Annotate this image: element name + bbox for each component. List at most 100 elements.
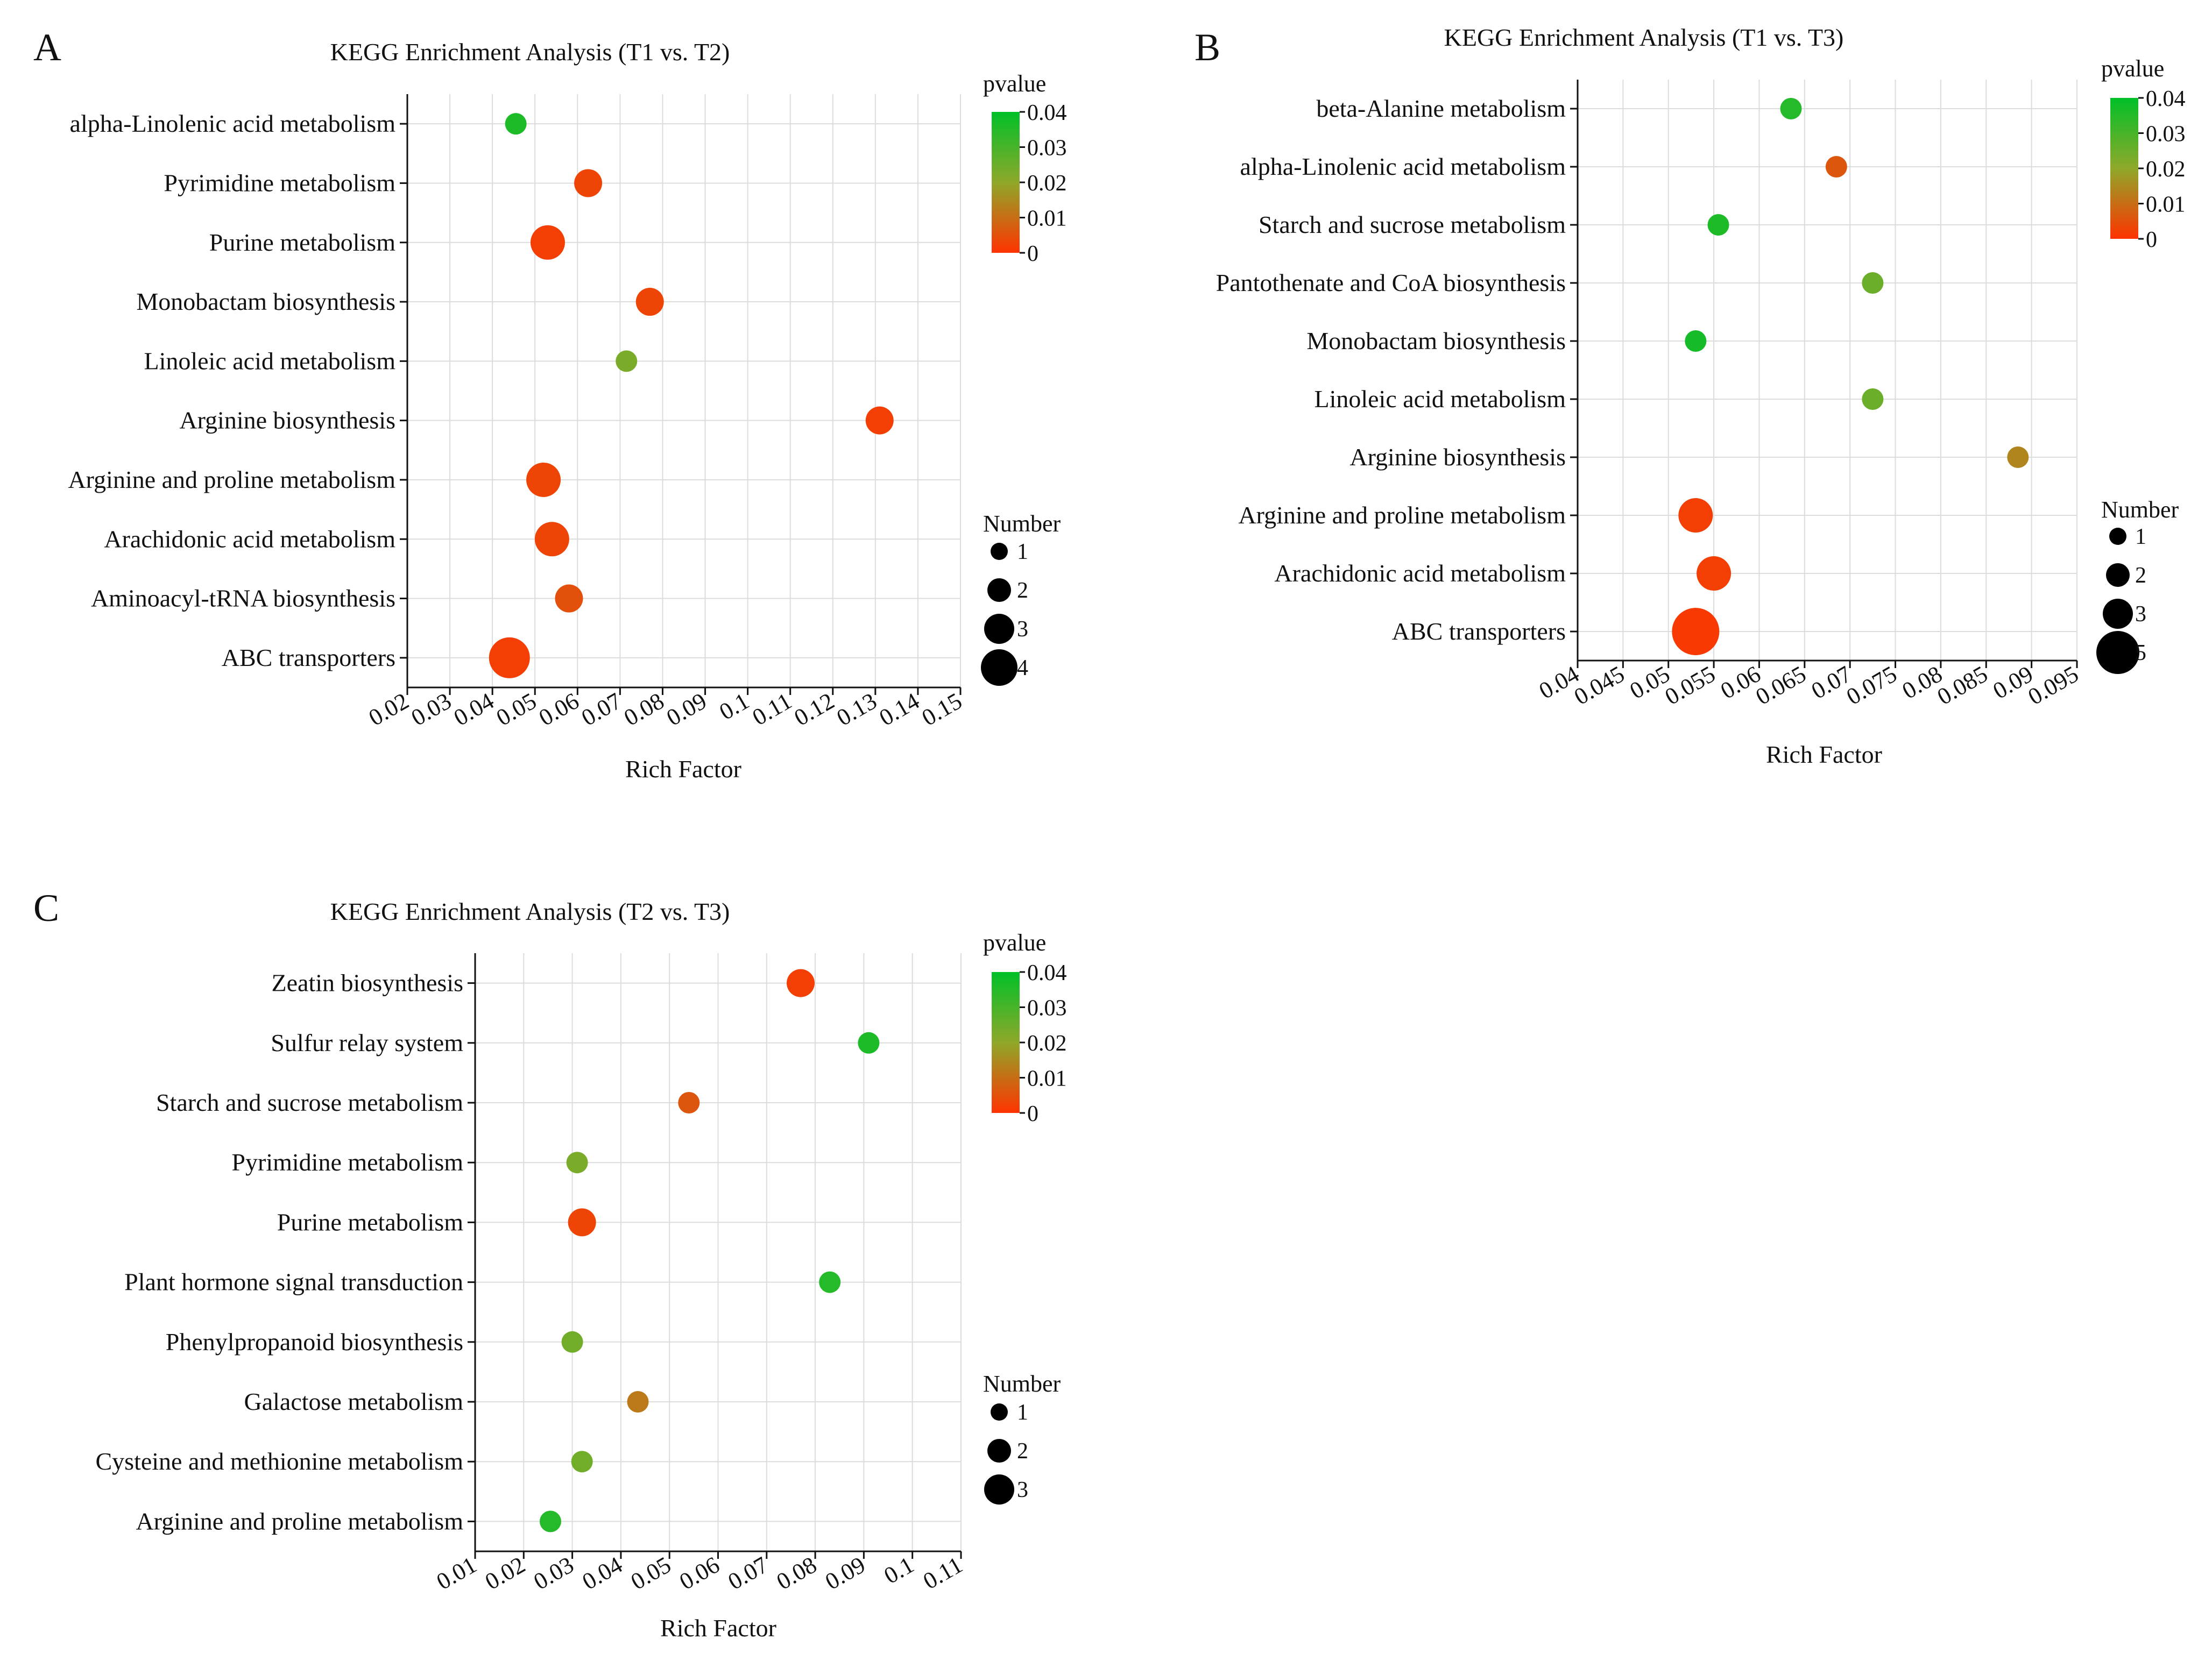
number-legend-label: 4	[1017, 656, 1028, 680]
x-tick-label: 0.045	[1570, 661, 1629, 710]
panel-letter: C	[33, 886, 59, 930]
data-point	[858, 1032, 880, 1054]
data-point	[1825, 156, 1847, 178]
color-bar-label: 0.03	[1027, 996, 1067, 1021]
chart-title: KEGG Enrichment Analysis (T1 vs. T3)	[1444, 24, 1844, 51]
category-label: Cysteine and methionine metabolism	[96, 1448, 464, 1475]
pvalue-color-bar	[992, 972, 1020, 1113]
data-point	[2007, 446, 2029, 468]
x-tick-label: 0.09	[662, 687, 711, 731]
data-point	[566, 1152, 588, 1174]
number-legend-title: Number	[2101, 496, 2179, 523]
category-label: Sulfur relay system	[271, 1029, 463, 1056]
x-axis-title: Rich Factor	[1766, 741, 1882, 768]
data-point	[819, 1271, 841, 1293]
number-legend-circle	[981, 649, 1017, 686]
number-legend-label: 2	[1017, 1439, 1028, 1464]
color-bar-label: 0.01	[1027, 1067, 1067, 1091]
color-bar-label: 0	[2146, 228, 2157, 252]
pvalue-legend: pvalue 0.04 0.03 0.02 0.01 0	[2101, 55, 2186, 252]
data-point	[561, 1331, 583, 1353]
color-bar-label: 0.02	[1027, 171, 1067, 196]
x-tick-label: 0.12	[790, 687, 839, 731]
data-point	[571, 1451, 593, 1473]
color-bar-label: 0.04	[1027, 101, 1067, 125]
x-tick-label: 0.01	[432, 1551, 481, 1595]
category-label: Arginine and proline metabolism	[68, 466, 395, 493]
data-point	[1862, 388, 1884, 410]
number-legend-label: 3	[1017, 617, 1028, 642]
category-label: Aminoacyl-tRNA biosynthesis	[91, 585, 395, 612]
category-label: Linoleic acid metabolism	[144, 347, 395, 374]
x-tick-label: 0.07	[577, 687, 626, 731]
x-tick-label: 0.15	[917, 687, 966, 731]
category-label: ABC transporters	[1392, 618, 1566, 645]
x-tick-label: 0.05	[492, 687, 541, 731]
chart-title: KEGG Enrichment Analysis (T2 vs. T3)	[330, 898, 730, 925]
data-point	[539, 1510, 561, 1533]
x-tick-label: 0.06	[534, 687, 583, 731]
gridlines	[1577, 80, 2077, 661]
number-legend-label: 1	[2135, 524, 2146, 549]
number-legend-title: Number	[983, 1371, 1061, 1397]
color-bar-label: 0.01	[1027, 207, 1067, 231]
number-legend-circle	[2106, 563, 2130, 587]
number-legend-label: 5	[2135, 641, 2146, 665]
number-legend-label: 3	[1017, 1478, 1028, 1502]
category-label: beta-Alanine metabolism	[1316, 95, 1566, 122]
data-point	[627, 1391, 649, 1413]
number-legend-label: 3	[2135, 602, 2146, 627]
x-tick-label: 0.11	[748, 687, 796, 730]
category-label: Arginine and proline metabolism	[1238, 501, 1566, 529]
data-point	[1780, 98, 1802, 119]
data-point	[616, 350, 638, 372]
category-label: Arachidonic acid metabolism	[104, 525, 395, 552]
category-label: Galactose metabolism	[244, 1388, 464, 1415]
data-point	[568, 1208, 596, 1237]
number-legend-circle	[2109, 528, 2126, 545]
category-label: ABC transporters	[222, 644, 395, 671]
category-label: Plant hormone signal transduction	[124, 1268, 463, 1296]
x-tick-label: 0.03	[407, 687, 456, 731]
category-label: Arginine and proline metabolism	[136, 1507, 463, 1535]
panel-letter: A	[33, 26, 61, 69]
color-bar-label: 0	[1027, 1102, 1038, 1126]
x-tick-label: 0.085	[1933, 661, 1992, 710]
x-tick-label: 0.14	[875, 687, 924, 731]
x-axis-title: Rich Factor	[660, 1614, 776, 1642]
data-point	[865, 406, 894, 435]
data-point	[534, 522, 569, 557]
x-tick-label: 0.03	[529, 1551, 578, 1595]
category-label: Arginine biosynthesis	[179, 407, 395, 434]
panel-c: C KEGG Enrichment Analysis (T2 vs. T3) Zea…	[33, 886, 1067, 1642]
data-points	[489, 113, 894, 678]
category-label: alpha-Linolenic acid metabolism	[70, 110, 396, 137]
category-label: Linoleic acid metabolism	[1314, 385, 1566, 413]
data-point	[505, 113, 527, 135]
panel-letter: B	[1195, 26, 1220, 69]
data-point	[489, 637, 530, 678]
category-label: Purine metabolism	[209, 229, 395, 256]
pvalue-legend-title: pvalue	[2101, 55, 2164, 82]
x-tick-label: 0.095	[2024, 661, 2083, 710]
number-legend-label: 1	[1017, 1400, 1028, 1425]
x-tick-label: 0.02	[480, 1551, 529, 1595]
number-legend-circle	[2096, 631, 2139, 674]
x-tick-label: 0.04	[449, 687, 498, 731]
x-tick-label: 0.13	[832, 687, 881, 731]
number-legend-circle	[984, 1474, 1014, 1505]
category-label: Monobactam biosynthesis	[1306, 327, 1566, 354]
data-point	[787, 969, 815, 997]
data-point	[526, 462, 561, 497]
x-tick-label: 0.07	[724, 1551, 773, 1595]
data-point	[1862, 272, 1884, 294]
chart-title: KEGG Enrichment Analysis (T1 vs. T2)	[330, 38, 730, 66]
number-legend-circle	[991, 543, 1008, 560]
x-tick-label: 0.04	[578, 1551, 627, 1595]
category-label: Starch and sucrose metabolism	[156, 1089, 463, 1116]
color-bar-label: 0.03	[2146, 122, 2186, 147]
color-bar-label: 0.03	[1027, 136, 1067, 161]
x-tick-label: 0.02	[364, 687, 413, 731]
x-axis-title: Rich Factor	[625, 755, 741, 783]
